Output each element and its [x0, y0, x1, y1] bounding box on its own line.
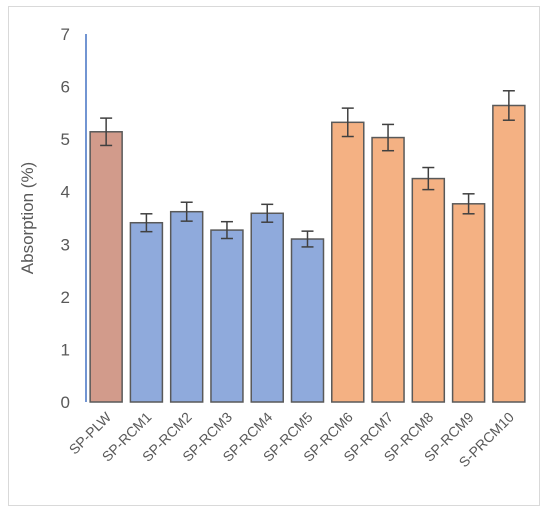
bar-sp-rcm4 — [250, 212, 284, 403]
bar-sp-rcm1 — [129, 221, 164, 403]
y-tick-label: 6 — [61, 78, 70, 97]
chart-frame: 0 1 2 3 4 5 6 7 SP-PLW SP-RCM1 SP-RCM2 SP-RCM3 SP-R… — [8, 6, 540, 506]
bar-sp-plw — [89, 131, 123, 403]
absorption-bar-chart: 0 1 2 3 4 5 6 7 SP-PLWSP-RCM1SP-RCM2SP-RCM3SP-R… — [18, 25, 526, 470]
bar-sp-rcm8 — [411, 177, 446, 403]
y-tick-label: 7 — [61, 25, 70, 44]
error-bar-sp-rcm8 — [422, 166, 435, 191]
error-bar-sp-rcm4 — [261, 203, 274, 223]
error-bars — [100, 90, 515, 248]
error-bar-s-prcm10 — [502, 90, 515, 121]
y-axis-ticks: 0 1 2 3 4 5 6 7 — [61, 25, 70, 412]
error-bar-sp-rcm9 — [462, 193, 475, 215]
error-bar-sp-rcm1 — [140, 213, 153, 233]
y-tick-label: 4 — [61, 183, 70, 202]
y-tick-label: 5 — [61, 130, 70, 149]
y-tick-label: 3 — [61, 235, 70, 254]
error-bar-sp-rcm3 — [220, 220, 233, 240]
bar-sp-rcm5 — [290, 238, 325, 403]
error-bar-sp-rcm7 — [382, 123, 395, 152]
x-axis-category-labels: SP-PLWSP-RCM1SP-RCM2SP-RCM3SP-RCM4SP-RCM… — [66, 408, 517, 470]
error-bar-sp-rcm6 — [341, 107, 354, 138]
bar-sp-rcm9 — [451, 203, 486, 403]
y-tick-label: 0 — [61, 393, 70, 412]
error-bar-sp-rcm5 — [301, 230, 314, 248]
y-axis-title: Absorption (%) — [18, 162, 37, 274]
bar-sp-rcm6 — [331, 121, 365, 403]
y-tick-label: 2 — [61, 288, 70, 307]
bar-sp-rcm7 — [371, 136, 405, 403]
error-bar-sp-plw — [100, 117, 113, 147]
error-bar-sp-rcm2 — [180, 201, 193, 222]
bar-sp-rcm3 — [210, 229, 244, 403]
y-tick-label: 1 — [61, 340, 70, 359]
bar-sp-rcm2 — [169, 210, 204, 403]
bar-s-prcm10 — [492, 104, 526, 403]
bars — [89, 104, 526, 403]
